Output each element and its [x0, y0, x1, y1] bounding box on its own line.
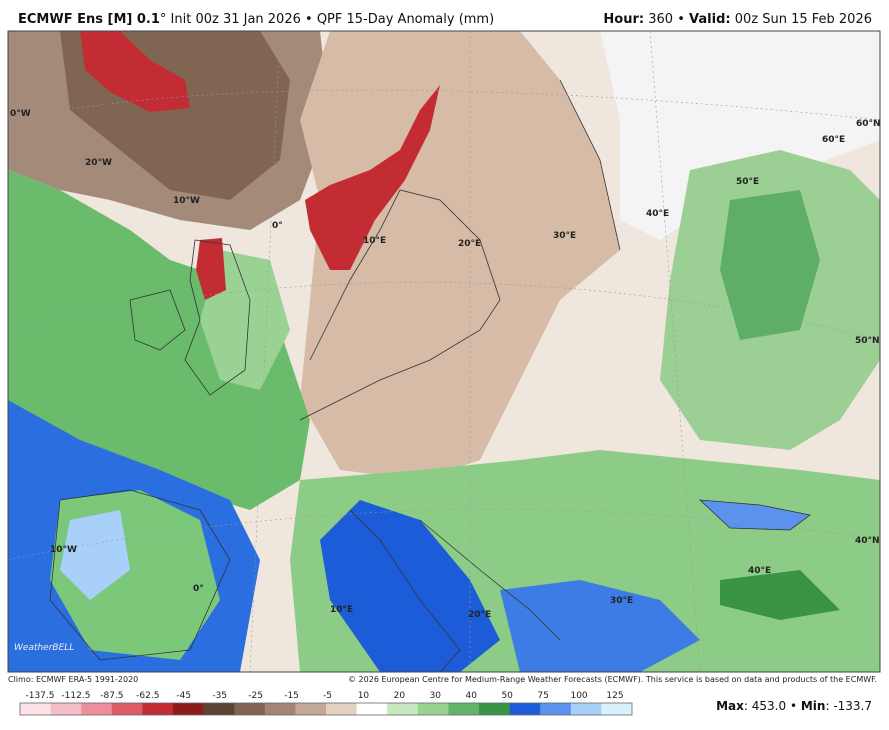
colorbar-segment: [264, 703, 296, 715]
colorbar-tick-label: -5: [323, 691, 332, 701]
grid-label: 10°E: [363, 236, 386, 246]
grid-label: 0°: [193, 584, 204, 594]
colorbar-segment: [50, 703, 82, 715]
colorbar-tick-label: 50: [501, 691, 513, 701]
grid-label: 30°E: [553, 231, 576, 241]
grid-label: 30°E: [610, 596, 633, 606]
separator: •: [677, 12, 685, 27]
valid-label: Valid:: [689, 12, 731, 27]
grid-label: 20°E: [468, 610, 491, 620]
colorbar-segment: [570, 703, 602, 715]
header-right: Hour: 360 • Valid: 00z Sun 15 Feb 2026: [603, 12, 872, 27]
colorbar-tick-label: 10: [358, 691, 370, 701]
colorbar-tick-label: -112.5: [61, 691, 90, 701]
russia-wet-core: [720, 190, 820, 340]
colorbar-tick-label: -137.5: [25, 691, 54, 701]
colorbar-segment: [20, 703, 51, 715]
colorbar-segment: [81, 703, 113, 715]
grid-label: 10°W: [173, 196, 200, 206]
map: 0°W 20°W 10°W 0° 10°E 20°E 30°E 40°E 50°E 60°E 60°…: [8, 31, 881, 672]
colorbar-tick-label: 125: [606, 691, 623, 701]
init-time: Init 00z 31 Jan 2026: [171, 12, 301, 27]
grid-label: 60°N: [856, 119, 881, 129]
colorbar-tick-label: -25: [248, 691, 263, 701]
colorbar-segment: [295, 703, 327, 715]
grid-label: 60°E: [822, 135, 845, 145]
colorbar-tick-label: 40: [466, 691, 478, 701]
colorbar-segment: [203, 703, 235, 715]
climo-note: Climo: ECMWF ERA-5 1991-2020: [8, 675, 138, 684]
colorbar-segment: [479, 703, 510, 715]
min-label: Min: [801, 699, 826, 713]
italy-balkans-very-wet: [320, 500, 500, 672]
northeast-normal: [600, 31, 880, 240]
hour-label: Hour:: [603, 12, 644, 27]
colorbar-segment: [601, 703, 633, 715]
grid-label: 50°N: [855, 336, 880, 346]
colorbar-tick-label: 75: [537, 691, 548, 701]
grid-label: 20°E: [458, 239, 481, 249]
iceland-dry-core: [80, 31, 190, 112]
colorbar-segment: [111, 703, 143, 715]
model-title: ECMWF Ens [M] 0.1: [18, 12, 160, 27]
colorbar-tick-label: 20: [394, 691, 406, 701]
norway-dry-core: [305, 85, 440, 270]
colorbar-tick-label: -45: [176, 691, 191, 701]
max-label: Max: [716, 699, 744, 713]
product: QPF 15-Day Anomaly (mm): [317, 12, 494, 27]
separator: •: [790, 699, 797, 713]
separator: •: [305, 12, 313, 27]
colorbar: -137.5 -112.5 -87.5 -62.5 -45 -35 -25 -15 -5 10 20…: [20, 691, 633, 715]
valid-time: 00z Sun 15 Feb 2026: [735, 12, 872, 27]
colorbar-segment: [448, 703, 480, 715]
greece-very-wet: [500, 580, 700, 672]
grid-label: 40°N: [855, 536, 880, 546]
colorbar-segment: [417, 703, 449, 715]
header-left: ECMWF Ens [M] 0.1° Init 00z 31 Jan 2026 …: [18, 12, 494, 27]
colorbar-tick-label: -35: [212, 691, 227, 701]
scotland-dry-core: [196, 238, 226, 300]
resolution-mark: °: [160, 12, 167, 27]
hour: 360: [648, 12, 673, 27]
grid-label: 10°W: [50, 545, 77, 555]
colorbar-tick-label: 30: [430, 691, 442, 701]
colorbar-frame: [19, 702, 633, 716]
colorbar-tick-label: -15: [284, 691, 299, 701]
min-value: -133.7: [833, 699, 872, 713]
colorbar-segment: [234, 703, 266, 715]
colorbar-segment: [540, 703, 572, 715]
turkey-wet: [720, 570, 840, 620]
grid-label: 0°W: [10, 109, 31, 119]
map-frame: [7, 30, 881, 673]
colorbar-segment: [509, 703, 541, 715]
graticule: [8, 31, 880, 672]
grid-label: 50°E: [736, 177, 759, 187]
max-value: 453.0: [752, 699, 786, 713]
grid-labels: 0°W 20°W 10°W 0° 10°E 20°E 30°E 40°E 50°E 60°E 60°…: [10, 109, 881, 620]
stats: Max: 453.0 • Min: -133.7: [716, 699, 872, 713]
grid-label: 40°E: [646, 209, 669, 219]
grid-label: 40°E: [748, 566, 771, 576]
black-sea-wet: [700, 500, 810, 530]
copyright: © 2026 European Centre for Medium-Range …: [348, 675, 877, 684]
colorbar-tick-label: 100: [570, 691, 587, 701]
logo: WeatherBELL: [14, 643, 74, 653]
colorbar-segment: [326, 703, 357, 715]
colorbar-segment: [142, 703, 174, 715]
iberia-very-wet: [60, 510, 130, 600]
colorbar-tick-label: -87.5: [100, 691, 123, 701]
colorbar-segment: [356, 703, 388, 715]
grid-label: 10°E: [330, 605, 353, 615]
colorbar-segment: [173, 703, 204, 715]
grid-label: 0°: [272, 221, 283, 231]
atlantic-wet: [8, 170, 310, 510]
central-europe-dry: [300, 31, 620, 480]
grid-label: 20°W: [85, 158, 112, 168]
coastlines: [49, 79, 811, 672]
colorbar-tick-label: -62.5: [136, 691, 159, 701]
colorbar-segment: [387, 703, 419, 715]
